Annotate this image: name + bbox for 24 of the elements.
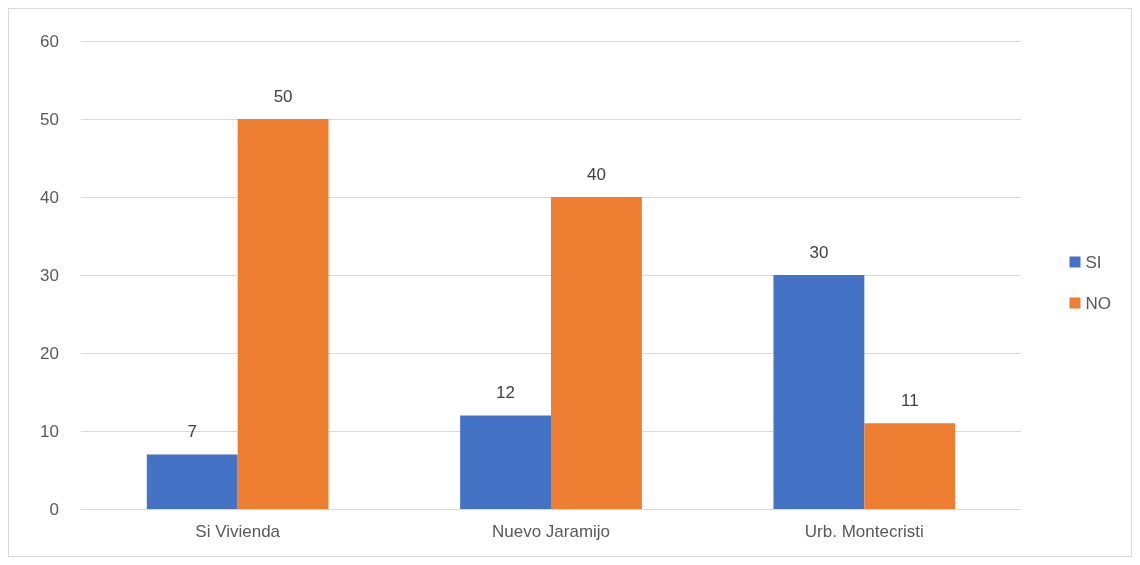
y-tick-label: 30 <box>40 265 59 285</box>
x-tick-label: Urb. Montecristi <box>804 522 924 541</box>
bar <box>460 415 551 509</box>
bar <box>551 197 642 509</box>
x-tick-label: Nuevo Jaramijo <box>491 522 611 541</box>
y-tick-label: 50 <box>40 109 59 129</box>
data-label: 50 <box>273 87 293 106</box>
y-tick-label: 60 <box>40 31 59 51</box>
data-label: 40 <box>586 165 606 184</box>
y-tick-label: 40 <box>40 187 59 207</box>
bar <box>864 423 956 509</box>
bar <box>237 119 329 509</box>
data-label: 7 <box>187 422 197 442</box>
y-tick-label: 10 <box>40 421 59 441</box>
data-label: 30 <box>809 243 829 262</box>
legend-label: NO <box>1085 293 1111 313</box>
legend-label: SI <box>1085 252 1102 272</box>
y-tick-label: 0 <box>49 499 59 519</box>
bar <box>146 454 238 509</box>
bar <box>773 275 865 509</box>
x-tick-label: Si Vivienda <box>195 522 281 541</box>
y-tick-label: 20 <box>40 343 59 363</box>
data-label: 12 <box>496 383 516 403</box>
data-label: 11 <box>900 391 919 411</box>
